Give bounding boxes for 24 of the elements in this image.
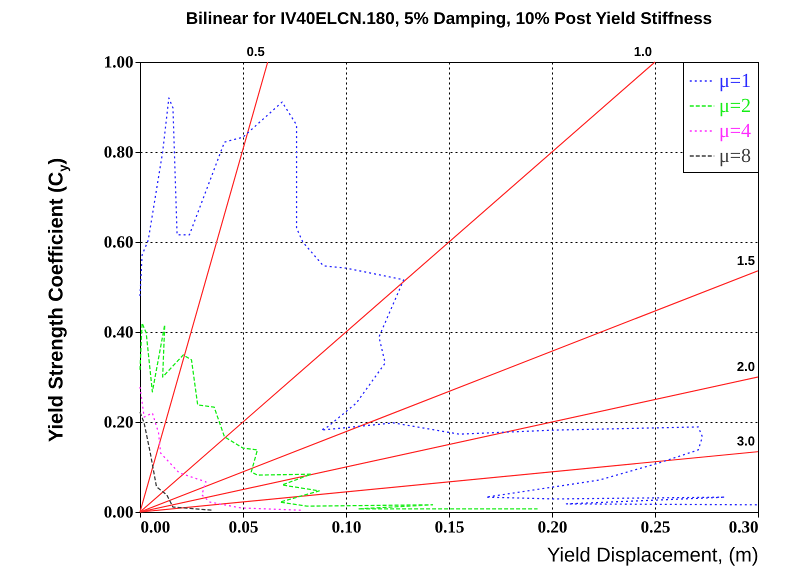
series-label: 1.0 bbox=[634, 44, 652, 59]
x-axis-title: Yield Displacement, (m) bbox=[546, 544, 758, 566]
y-tick-label: 0.20 bbox=[104, 412, 134, 432]
legend-label: μ=4 bbox=[719, 120, 752, 142]
legend-label: μ=1 bbox=[719, 70, 752, 92]
legend-label: μ=2 bbox=[719, 95, 752, 117]
chart-title: Bilinear for IV40ELCN.180, 5% Damping, 10% Post Yield Stiffness bbox=[186, 9, 712, 28]
y-tick-label: 0.40 bbox=[104, 322, 134, 342]
y-tick-label: 1.00 bbox=[104, 52, 134, 72]
series-label: 0.5 bbox=[246, 44, 265, 59]
x-tick-label: 0.20 bbox=[538, 518, 568, 536]
x-tick-label: 0.10 bbox=[332, 518, 362, 536]
x-tick-label: 0.15 bbox=[434, 518, 464, 536]
y-tick-label: 0.00 bbox=[104, 502, 134, 522]
x-tick-label: 0.00 bbox=[140, 518, 170, 536]
x-tick-label: 0.30 bbox=[728, 518, 758, 536]
series-label: 1.5 bbox=[736, 252, 755, 268]
x-tick-label: 0.05 bbox=[228, 518, 258, 536]
y-tick-label: 0.80 bbox=[104, 142, 134, 162]
series-label: 2.0 bbox=[736, 359, 755, 374]
series-label: 3.0 bbox=[736, 434, 755, 449]
legend-label: μ=8 bbox=[719, 145, 752, 167]
x-tick-label: 0.25 bbox=[640, 518, 670, 536]
y-tick-label: 0.60 bbox=[104, 232, 134, 252]
